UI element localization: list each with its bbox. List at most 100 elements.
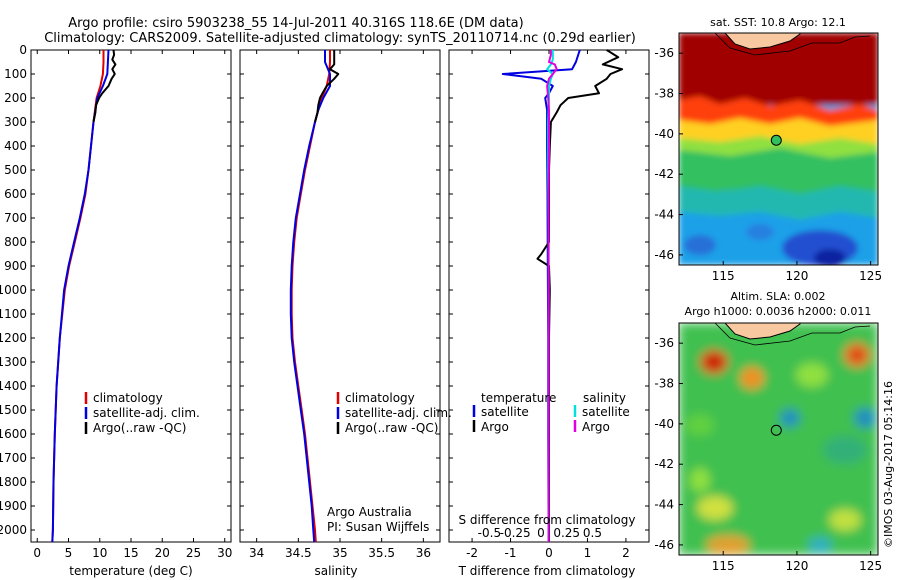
legend-label-satellite: satellite-adj. clim. [93,406,200,420]
map-x-tick-label: 115 [712,559,735,573]
credit-line-1: Argo Australia [327,505,412,519]
x-tick-label: 10 [92,546,107,560]
y-tick-label: 900 [4,259,27,273]
map-x-tick-label: 115 [712,269,735,283]
sla-map-contour [714,323,871,346]
sla-map-title-1: Altim. SLA: 0.002 [730,290,825,303]
s-difference-axis-label: S difference from climatology [459,513,636,527]
x-tick-label: 2 [622,546,630,560]
x-tick-label: 0 [545,546,553,560]
top-x-tick-label: 0.25 [553,526,580,540]
y-tick-label: 0 [19,43,27,57]
sst-map-axes: -36 -38 -40 -42 -44 -46 115 120 125 [654,46,882,283]
y-tick-label: 100 [4,67,27,81]
y-tick-label: 1700 [0,451,27,465]
map-y-tick-label: -40 [654,127,674,141]
profile-lines [51,49,624,543]
series-line-temperature-argo [536,49,624,542]
legend-label-temp-argo: Argo [481,420,509,434]
series-line-argo-raw-qc- [314,50,340,123]
sst-map-title: sat. SST: 10.8 Argo: 12.1 [710,16,846,29]
imos-watermark: ©IMOS 03-Aug-2017 05:14:16 [882,381,895,548]
legend-title-temperature: temperature [481,391,556,405]
series-line-salinity-argo [546,50,558,542]
x-tick-label: -2 [466,546,478,560]
x-tick-label: 35 [332,546,347,560]
y-tick-label: 700 [4,211,27,225]
map-y-tick-label: -36 [654,336,674,350]
x-tick-label: 36 [416,546,431,560]
map-y-tick-label: -46 [654,538,674,552]
axis-ticks: 0 5 10 15 20 25 300100200300400500600700800900… [0,43,649,560]
map-y-tick-label: -42 [654,457,674,471]
series-line-climatology [290,50,331,543]
legend-label-climatology: climatology [345,391,415,405]
y-tick-label: 1400 [0,379,27,393]
legend-label-satellite: satellite-adj. clim. [345,406,452,420]
x-tick-label: 34.5 [285,546,312,560]
x-tick-label: 25 [186,546,201,560]
t-difference-axis-label: T difference from climatology [458,564,636,578]
y-tick-label: 1000 [0,283,27,297]
legend-title-salinity: salinity [583,391,626,405]
y-tick-label: 500 [4,163,27,177]
map-y-tick-label: -36 [654,46,674,60]
map-y-tick-label: -44 [654,208,674,222]
sla-map-frame [678,322,879,556]
x-tick-label: 1 [584,546,592,560]
x-tick-label: 35.5 [368,546,395,560]
top-x-tick-label: 0.5 [583,526,602,540]
map-y-tick-label: -44 [654,498,674,512]
y-tick-label: 2000 [0,523,27,537]
credit-line-2: PI: Susan Wijffels [327,520,429,534]
sst-float-marker [770,134,782,146]
sla-map-field [679,323,878,555]
legend-label-temp-satellite: satellite [481,405,529,419]
top-x-tick-label: -0.5 [478,526,501,540]
series-line-satellite-adj-clim- [289,50,331,543]
x-tick-label: 30 [217,546,232,560]
y-tick-label: 400 [4,139,27,153]
sla-float-marker [770,424,782,436]
map-y-tick-label: -46 [654,248,674,262]
x-tick-label: 5 [65,546,73,560]
legend-label-sal-argo: Argo [582,420,610,434]
map-x-tick-label: 125 [859,269,882,283]
x-tick-label: 15 [123,546,138,560]
sst-map-contour [714,33,871,56]
series-line-temperature-satellite [501,49,581,543]
legend-label-sal-satellite: satellite [582,405,630,419]
temperature-axis-label: temperature (deg C) [69,564,192,578]
x-tick-label: 20 [155,546,170,560]
legend-label-argo: Argo(..raw -QC) [93,421,186,435]
y-tick-label: 1100 [0,307,27,321]
y-tick-label: 200 [4,91,27,105]
top-x-tick-label: -0.25 [500,526,531,540]
salinity-panel-frame [239,49,441,543]
legend-label-argo: Argo(..raw -QC) [345,421,438,435]
salinity-legend: climatology satellite-adj. clim. Argo(..… [336,391,452,435]
header-title: Argo profile: csiro 5903238_55 14-Jul-20… [68,16,523,31]
y-tick-label: 600 [4,187,27,201]
y-tick-label: 1600 [0,427,27,441]
y-tick-label: 800 [4,235,27,249]
map-y-tick-label: -40 [654,417,674,431]
salinity-axis-label: salinity [314,564,357,578]
temperature-panel-frame [30,49,232,543]
series-line-climatology [51,50,105,543]
map-y-tick-label: -42 [654,167,674,181]
x-tick-label: 34 [249,546,264,560]
top-x-tick-label: 0 [537,526,545,540]
series-line-argo-raw-qc- [92,49,117,123]
map-x-tick-label: 120 [785,559,808,573]
y-tick-label: 1800 [0,475,27,489]
temperature-legend: climatology satellite-adj. clim. Argo(..… [84,391,200,435]
y-tick-label: 1900 [0,499,27,513]
map-y-tick-label: -38 [654,377,674,391]
header-subtitle: Climatology: CARS2009. Satellite-adjuste… [44,31,636,46]
sla-map-axes: -36 -38 -40 -42 -44 -46 115 120 125 [654,336,882,573]
difference-legend: temperature salinity satellite Argo sate… [472,391,630,434]
series-line-satellite-adj-clim- [51,49,110,543]
map-x-tick-label: 125 [859,559,882,573]
x-tick-label: -1 [505,546,517,560]
